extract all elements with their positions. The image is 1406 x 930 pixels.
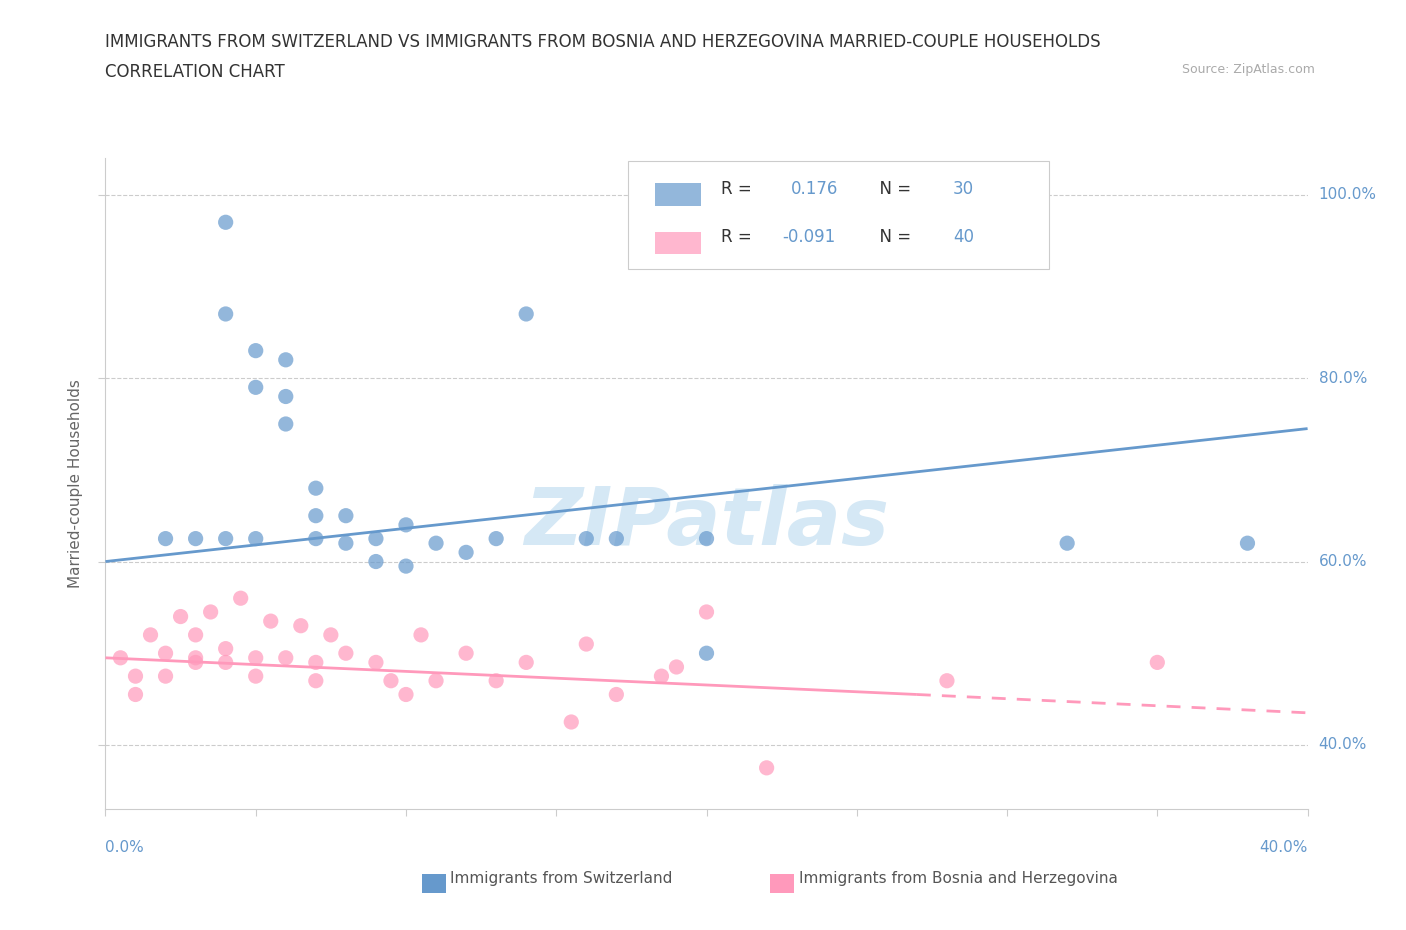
Text: R =: R =	[721, 228, 756, 246]
Point	[169, 609, 191, 624]
Point	[305, 481, 328, 496]
Text: Immigrants from Bosnia and Herzegovina: Immigrants from Bosnia and Herzegovina	[799, 871, 1118, 886]
Text: 0.176: 0.176	[790, 179, 838, 198]
Text: 40: 40	[953, 228, 974, 246]
Point	[305, 531, 328, 546]
Point	[290, 618, 312, 633]
Text: 40.0%: 40.0%	[1260, 840, 1308, 855]
Point	[260, 614, 283, 629]
Text: CORRELATION CHART: CORRELATION CHART	[105, 63, 285, 81]
Text: ZIPatlas: ZIPatlas	[524, 484, 889, 562]
Y-axis label: Married-couple Households: Married-couple Households	[67, 379, 83, 588]
Point	[110, 650, 132, 665]
Point	[696, 645, 718, 660]
Point	[214, 531, 236, 546]
FancyBboxPatch shape	[628, 162, 1049, 269]
Point	[229, 591, 252, 605]
Point	[335, 645, 357, 660]
Point	[395, 559, 418, 574]
Point	[245, 343, 267, 358]
FancyBboxPatch shape	[655, 183, 700, 206]
Point	[665, 659, 688, 674]
Text: IMMIGRANTS FROM SWITZERLAND VS IMMIGRANTS FROM BOSNIA AND HERZEGOVINA MARRIED-CO: IMMIGRANTS FROM SWITZERLAND VS IMMIGRANT…	[105, 33, 1101, 50]
Point	[245, 650, 267, 665]
Point	[184, 655, 207, 670]
Point	[755, 761, 778, 776]
Point	[184, 531, 207, 546]
Point	[184, 650, 207, 665]
Point	[364, 554, 387, 569]
Point	[605, 687, 627, 702]
Text: -0.091: -0.091	[782, 228, 835, 246]
Text: N =: N =	[869, 228, 917, 246]
Point	[364, 655, 387, 670]
Point	[936, 673, 959, 688]
Point	[124, 669, 146, 684]
Text: 80.0%: 80.0%	[1319, 371, 1367, 386]
Text: Source: ZipAtlas.com: Source: ZipAtlas.com	[1181, 63, 1315, 76]
Point	[380, 673, 402, 688]
Point	[560, 714, 582, 729]
Point	[335, 509, 357, 524]
Point	[335, 536, 357, 551]
Point	[425, 673, 447, 688]
Point	[214, 307, 236, 322]
Point	[155, 645, 177, 660]
Point	[409, 628, 432, 643]
Text: 100.0%: 100.0%	[1319, 187, 1376, 203]
Point	[485, 531, 508, 546]
Point	[155, 669, 177, 684]
Point	[1056, 536, 1078, 551]
Text: N =: N =	[869, 179, 917, 198]
Point	[605, 531, 627, 546]
Point	[124, 687, 146, 702]
FancyBboxPatch shape	[655, 232, 700, 254]
Text: Immigrants from Switzerland: Immigrants from Switzerland	[450, 871, 672, 886]
Point	[139, 628, 162, 643]
Point	[1146, 655, 1168, 670]
Point	[575, 637, 598, 652]
Text: 60.0%: 60.0%	[1319, 554, 1367, 569]
Point	[395, 517, 418, 532]
Point	[184, 628, 207, 643]
Text: R =: R =	[721, 179, 756, 198]
Point	[274, 352, 297, 367]
Point	[696, 604, 718, 619]
Point	[274, 417, 297, 432]
Point	[1236, 536, 1258, 551]
Point	[425, 536, 447, 551]
Text: 30: 30	[953, 179, 974, 198]
Point	[364, 531, 387, 546]
Point	[214, 641, 236, 656]
Point	[454, 645, 477, 660]
Point	[245, 531, 267, 546]
Point	[515, 307, 537, 322]
Point	[155, 531, 177, 546]
Point	[454, 545, 477, 560]
Point	[245, 669, 267, 684]
Point	[214, 655, 236, 670]
Point	[305, 673, 328, 688]
Point	[650, 669, 672, 684]
Text: 40.0%: 40.0%	[1319, 737, 1367, 752]
Point	[575, 531, 598, 546]
Point	[200, 604, 222, 619]
Point	[395, 687, 418, 702]
Text: 0.0%: 0.0%	[105, 840, 145, 855]
Point	[274, 650, 297, 665]
Point	[274, 389, 297, 404]
Point	[305, 509, 328, 524]
Point	[696, 531, 718, 546]
Point	[245, 379, 267, 394]
Point	[319, 628, 342, 643]
Point	[515, 655, 537, 670]
Point	[485, 673, 508, 688]
Point	[305, 655, 328, 670]
Point	[214, 215, 236, 230]
